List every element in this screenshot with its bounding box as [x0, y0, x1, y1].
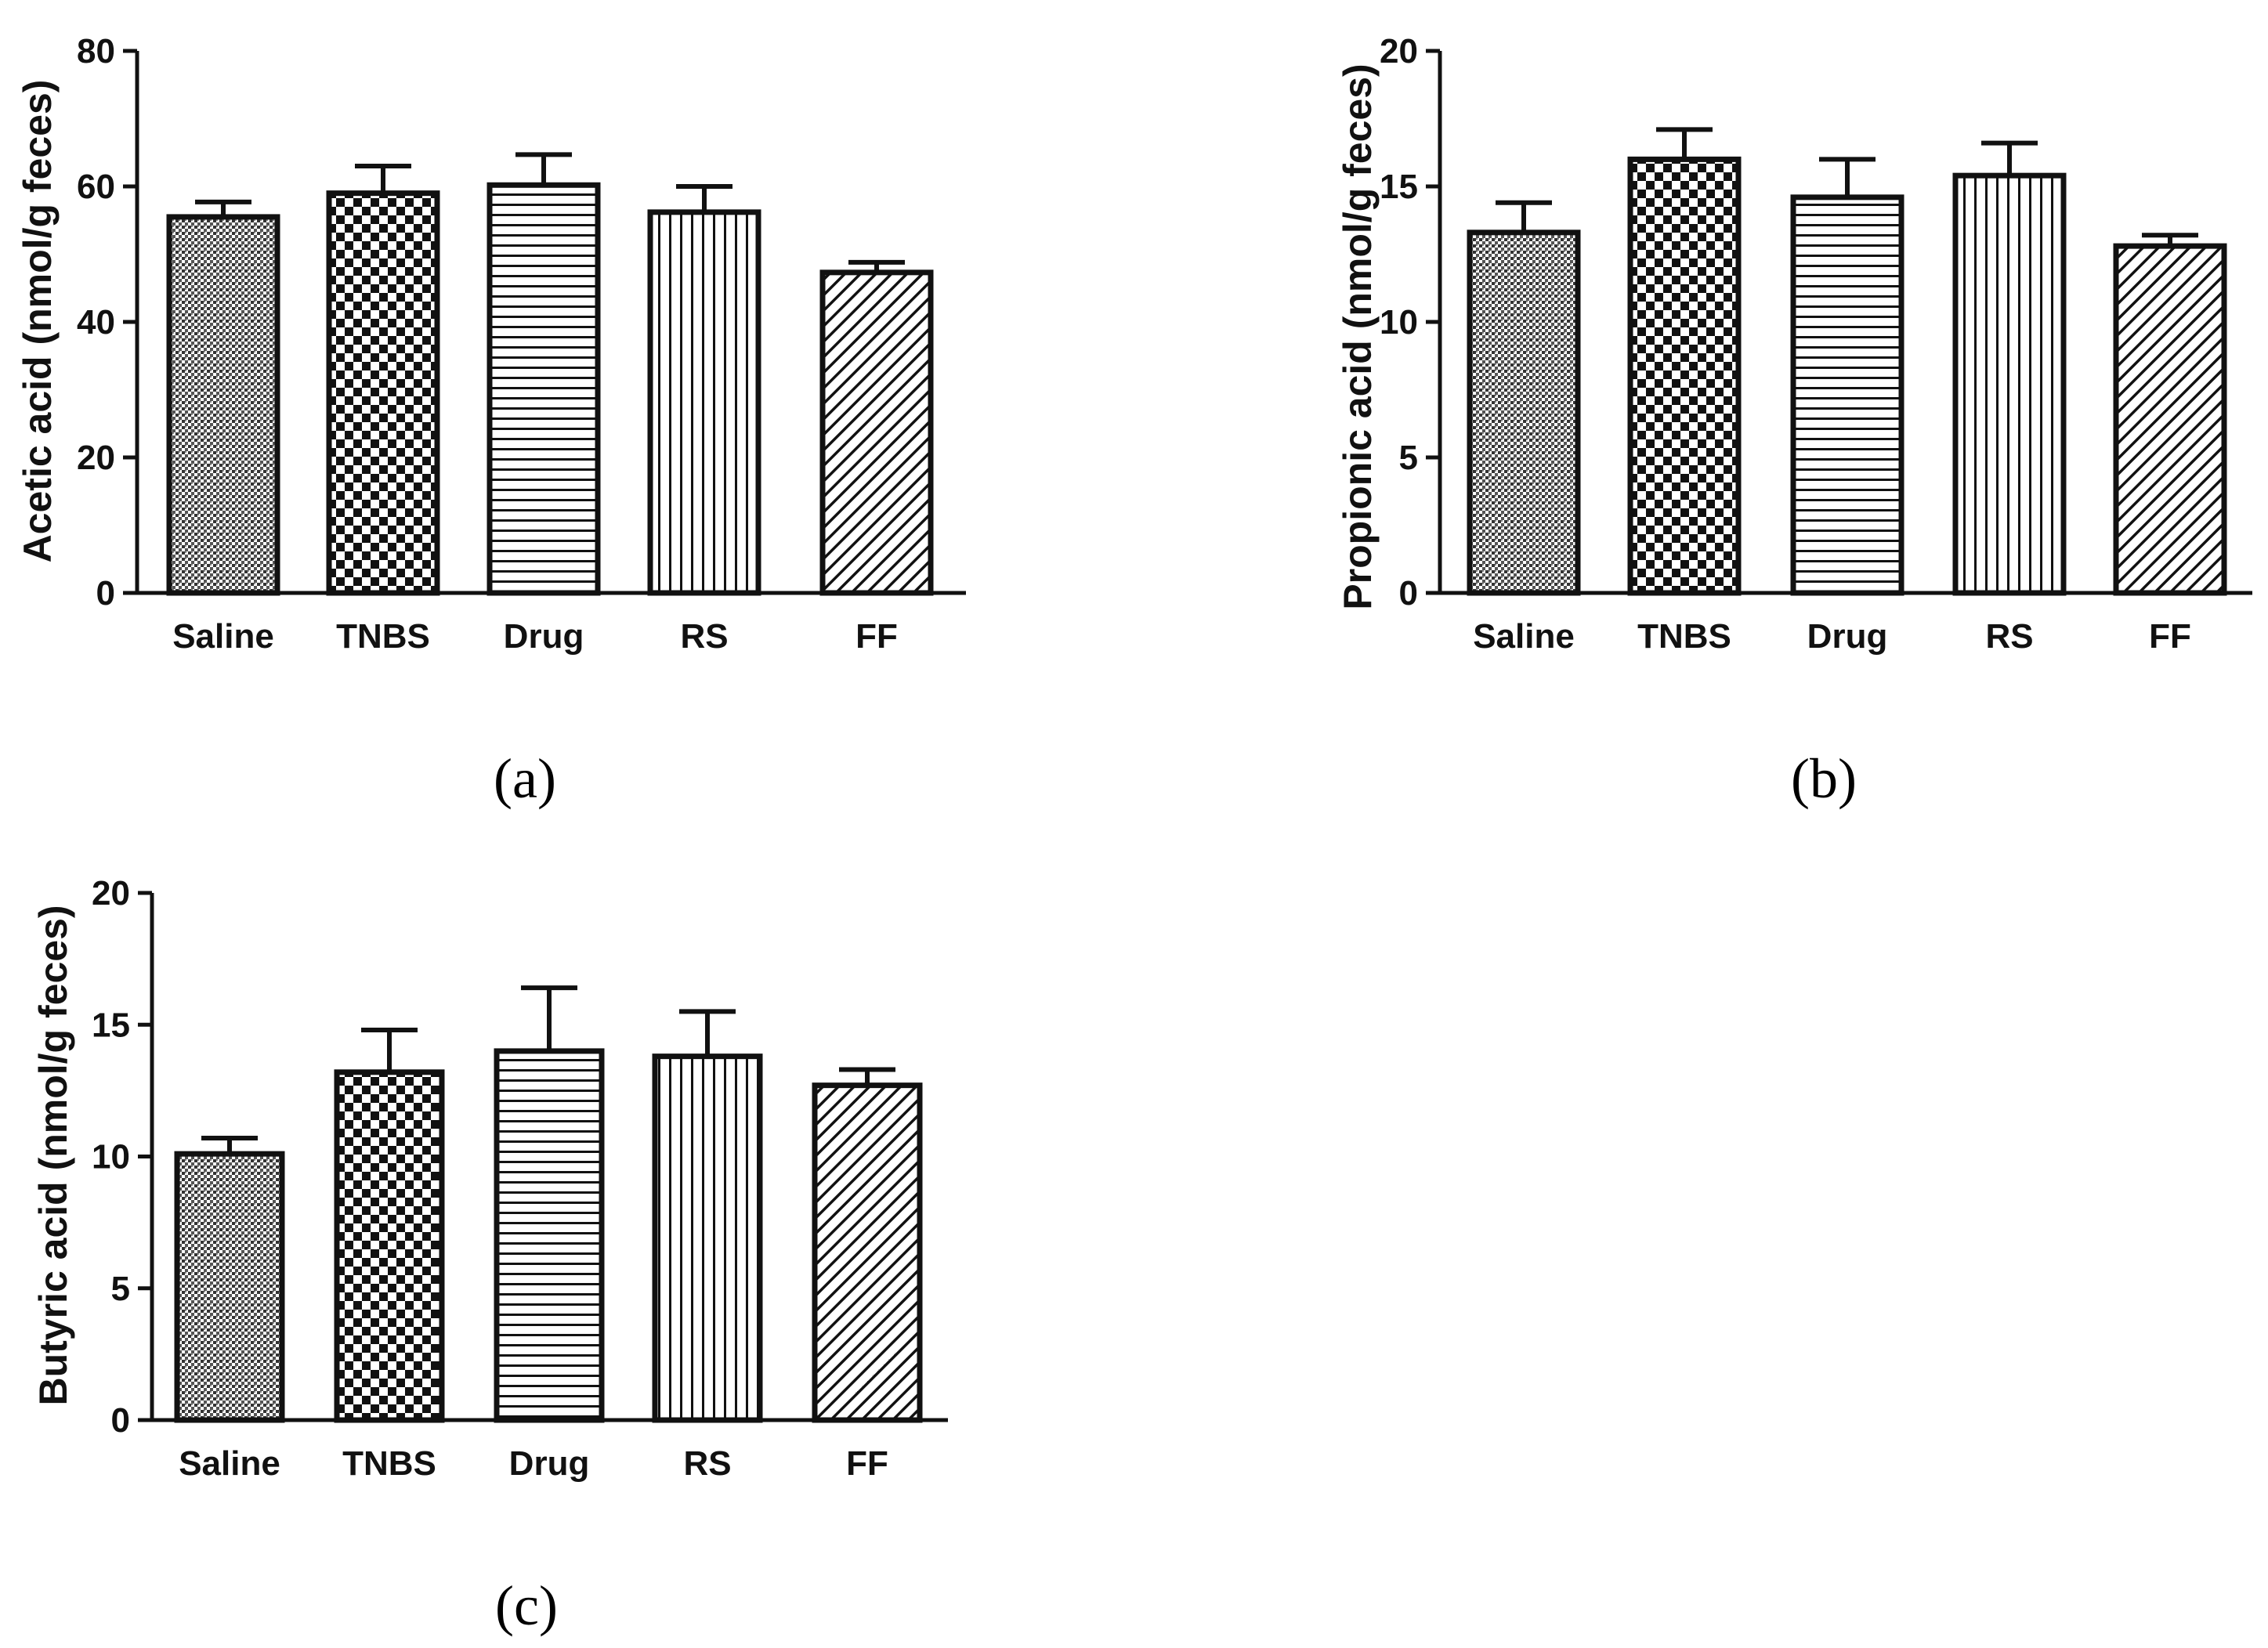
- bar-saline: [174, 1151, 285, 1423]
- x-category-label: RS: [680, 617, 728, 656]
- x-category-label: Saline: [179, 1444, 280, 1483]
- chart-panel-acetic: 0 20 40 60 80 Saline TNBS Drug RS FF Acetic acid (…: [16, 32, 966, 810]
- bar-ff: [2113, 243, 2227, 596]
- bar-saline: [1467, 229, 1581, 596]
- bar-rs: [647, 209, 761, 596]
- y-axis-title: Propionic acid (nmol/g feces): [1336, 63, 1380, 609]
- x-category-label: FF: [2149, 617, 2191, 656]
- y-tick-label: 15: [92, 1006, 130, 1044]
- bar-ff: [819, 269, 934, 596]
- y-tick-label: 20: [77, 439, 115, 477]
- bar-drug: [487, 182, 601, 596]
- y-tick-label: 0: [111, 1401, 130, 1440]
- bar-rs: [1952, 172, 2067, 596]
- x-category-label: Saline: [1473, 617, 1575, 656]
- y-tick-label: 5: [111, 1270, 130, 1308]
- y-tick-label: 80: [77, 32, 115, 70]
- x-category-label: Drug: [1807, 617, 1888, 656]
- bar-tnbs: [334, 1069, 445, 1423]
- chart-panel-butyric: 0 5 10 15 20 Saline TNBS Drug RS FF Butyric acid (…: [31, 874, 948, 1637]
- x-category-label: TNBS: [1637, 617, 1731, 656]
- x-category-label: FF: [855, 617, 898, 656]
- panel-label: (c): [495, 1574, 558, 1637]
- y-tick-label: 20: [1380, 32, 1418, 70]
- y-tick-label: 15: [1380, 168, 1418, 206]
- x-category-label: TNBS: [336, 617, 430, 656]
- bar-drug: [1790, 194, 1904, 596]
- bar-tnbs: [326, 190, 440, 596]
- x-category-label: RS: [683, 1444, 731, 1483]
- x-category-label: Drug: [504, 617, 584, 656]
- bar-ff: [812, 1082, 923, 1423]
- y-tick-label: 20: [92, 874, 130, 913]
- x-category-label: TNBS: [342, 1444, 436, 1483]
- y-tick-label: 40: [77, 303, 115, 342]
- panel-label: (b): [1791, 747, 1857, 810]
- chart-panel-propionic: 0 5 10 15 20 Saline TNBS Drug RS FF Propionic acid…: [1336, 32, 2252, 810]
- panel-label: (a): [494, 747, 556, 810]
- y-axis-title: Butyric acid (nmol/g feces): [31, 905, 75, 1405]
- x-category-label: Saline: [172, 617, 274, 656]
- bar-saline: [166, 214, 280, 596]
- x-category-label: FF: [846, 1444, 888, 1483]
- y-tick-label: 0: [1399, 574, 1418, 613]
- x-category-label: RS: [1985, 617, 2033, 656]
- y-tick-label: 10: [1380, 303, 1418, 342]
- x-category-label: Drug: [509, 1444, 590, 1483]
- y-axis-title: Acetic acid (nmol/g feces): [16, 80, 60, 563]
- bar-rs: [652, 1053, 763, 1423]
- y-tick-label: 10: [92, 1138, 130, 1176]
- y-tick-label: 60: [77, 168, 115, 206]
- bar-drug: [494, 1048, 605, 1423]
- y-tick-label: 0: [96, 574, 115, 613]
- y-tick-label: 5: [1399, 439, 1418, 477]
- bar-tnbs: [1627, 156, 1742, 596]
